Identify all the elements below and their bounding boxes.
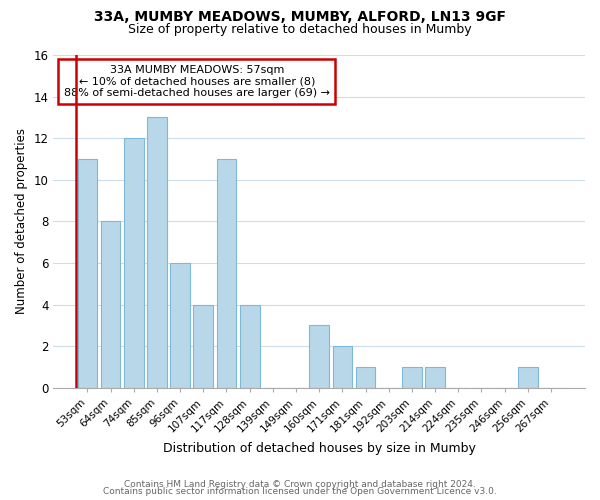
Bar (170, 263, 190, 388)
Bar (77, 159, 97, 388)
Bar (425, 367, 445, 388)
Bar (356, 367, 376, 388)
Bar (518, 367, 538, 388)
Y-axis label: Number of detached properties: Number of detached properties (15, 128, 28, 314)
Bar (217, 159, 236, 388)
Bar (240, 304, 260, 388)
Text: Size of property relative to detached houses in Mumby: Size of property relative to detached ho… (128, 22, 472, 36)
Bar (310, 326, 329, 388)
Bar (332, 346, 352, 388)
Bar (147, 118, 167, 388)
Text: 33A MUMBY MEADOWS: 57sqm
← 10% of detached houses are smaller (8)
88% of semi-de: 33A MUMBY MEADOWS: 57sqm ← 10% of detach… (64, 65, 330, 98)
Bar (124, 138, 143, 388)
X-axis label: Distribution of detached houses by size in Mumby: Distribution of detached houses by size … (163, 442, 476, 455)
Bar (193, 304, 213, 388)
Bar (402, 367, 422, 388)
Text: 33A, MUMBY MEADOWS, MUMBY, ALFORD, LN13 9GF: 33A, MUMBY MEADOWS, MUMBY, ALFORD, LN13 … (94, 10, 506, 24)
Text: Contains HM Land Registry data © Crown copyright and database right 2024.: Contains HM Land Registry data © Crown c… (124, 480, 476, 489)
Bar (101, 222, 121, 388)
Text: Contains public sector information licensed under the Open Government Licence v3: Contains public sector information licen… (103, 488, 497, 496)
